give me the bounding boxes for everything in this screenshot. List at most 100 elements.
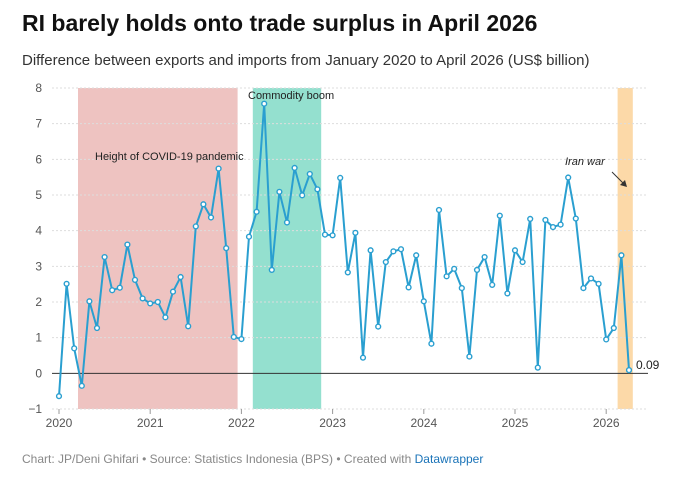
- data-point: [466, 353, 473, 360]
- data-point: [595, 280, 602, 287]
- chart-source: Source: Statistics Indonesia (BPS): [149, 452, 334, 466]
- y-tick-label: 6: [35, 152, 42, 166]
- data-point: [435, 206, 443, 214]
- y-tick-label: 3: [35, 259, 42, 273]
- created-with-text: Created with: [343, 452, 412, 466]
- data-point: [580, 284, 587, 292]
- chart-subtitle: Difference between exports and imports f…: [22, 52, 590, 69]
- data-point: [549, 224, 557, 231]
- data-point: [276, 188, 283, 195]
- data-point: [359, 354, 367, 361]
- data-point: [223, 245, 230, 252]
- data-point: [542, 216, 549, 224]
- commodity-boom-band: [252, 88, 322, 409]
- data-point: [489, 281, 496, 288]
- data-point: [375, 323, 382, 330]
- data-point: [451, 265, 458, 272]
- data-point: [101, 253, 108, 261]
- data-point: [618, 252, 625, 259]
- data-point: [116, 284, 123, 291]
- data-point: [314, 186, 321, 193]
- data-point: [572, 215, 579, 222]
- data-point: [291, 164, 298, 171]
- data-point: [299, 192, 306, 199]
- data-point: [86, 298, 93, 305]
- data-point: [131, 276, 139, 283]
- data-point: [268, 266, 275, 274]
- data-point: [177, 273, 184, 281]
- y-tick-label: 8: [35, 81, 42, 95]
- data-point: [557, 221, 564, 228]
- data-point: [603, 336, 610, 343]
- grid-lines: [52, 87, 648, 410]
- data-point: [261, 100, 268, 107]
- data-point: [413, 252, 420, 259]
- data-point: [185, 323, 192, 330]
- data-point: [337, 174, 344, 181]
- data-point: [71, 345, 78, 352]
- iran-war-arrow-head: [620, 180, 627, 187]
- y-tick-label: 5: [35, 188, 42, 202]
- data-point: [321, 231, 329, 238]
- covid-band: [78, 88, 238, 409]
- data-point: [428, 340, 435, 347]
- iran-war-band: [617, 88, 633, 409]
- data-point: [565, 174, 572, 181]
- data-point: [367, 247, 374, 254]
- data-point: [504, 290, 511, 297]
- data-point: [169, 288, 177, 295]
- x-tick-label: 2021: [137, 416, 164, 430]
- data-point: [162, 314, 169, 321]
- commodity-boom-annotation: Commodity boom: [248, 90, 334, 102]
- data-point: [382, 258, 389, 266]
- x-tick-label: 2022: [228, 416, 255, 430]
- chart-footer: Chart: JP/Deni Ghifari • Source: Statist…: [22, 452, 483, 466]
- data-point: [587, 275, 595, 282]
- y-tick-label: 7: [35, 117, 42, 131]
- series-line: [58, 102, 630, 397]
- data-point: [527, 215, 534, 222]
- highlight-bands: [78, 88, 633, 409]
- x-tick-label: 2023: [319, 416, 346, 430]
- data-point: [610, 324, 617, 332]
- data-point: [344, 269, 351, 276]
- data-point: [109, 287, 116, 294]
- data-points: [55, 100, 633, 400]
- data-point: [230, 333, 237, 341]
- data-point: [420, 298, 427, 305]
- covid-annotation: Height of COVID-19 pandemic: [95, 151, 244, 163]
- y-tick-label: 2: [35, 295, 42, 309]
- data-point: [511, 247, 519, 254]
- data-point: [147, 300, 154, 307]
- data-point: [473, 266, 481, 274]
- data-point: [496, 212, 503, 219]
- data-point: [253, 208, 260, 215]
- data-point: [207, 214, 215, 221]
- data-point: [534, 364, 541, 371]
- data-point: [124, 241, 131, 248]
- y-tick-label: 1: [35, 331, 42, 345]
- iran-war-annotation: Iran war: [565, 156, 606, 168]
- data-point: [154, 298, 161, 306]
- data-point: [93, 324, 101, 332]
- x-tick-label: 2020: [46, 416, 73, 430]
- footer-separator: •: [142, 452, 147, 466]
- data-point: [519, 258, 526, 266]
- data-point: [283, 219, 291, 226]
- end-value-label: 0.09: [636, 358, 660, 372]
- data-point: [200, 201, 207, 208]
- data-point: [215, 165, 222, 172]
- y-tick-label: 0: [35, 366, 42, 380]
- y-tick-label: −1: [28, 402, 42, 416]
- data-point: [139, 295, 146, 302]
- y-axis-ticks: −1 0 1 2 3 4 5 6 7 8: [28, 81, 42, 416]
- chart-title: RI barely holds onto trade surplus in Ap…: [22, 10, 538, 36]
- x-tick-label: 2025: [502, 416, 529, 430]
- datawrapper-link[interactable]: Datawrapper: [414, 452, 484, 466]
- data-point: [397, 246, 405, 253]
- trade-balance-line: [58, 102, 630, 397]
- footer-separator: •: [336, 452, 341, 466]
- y-tick-label: 4: [35, 224, 42, 238]
- data-point: [405, 284, 412, 291]
- data-point: [481, 253, 488, 261]
